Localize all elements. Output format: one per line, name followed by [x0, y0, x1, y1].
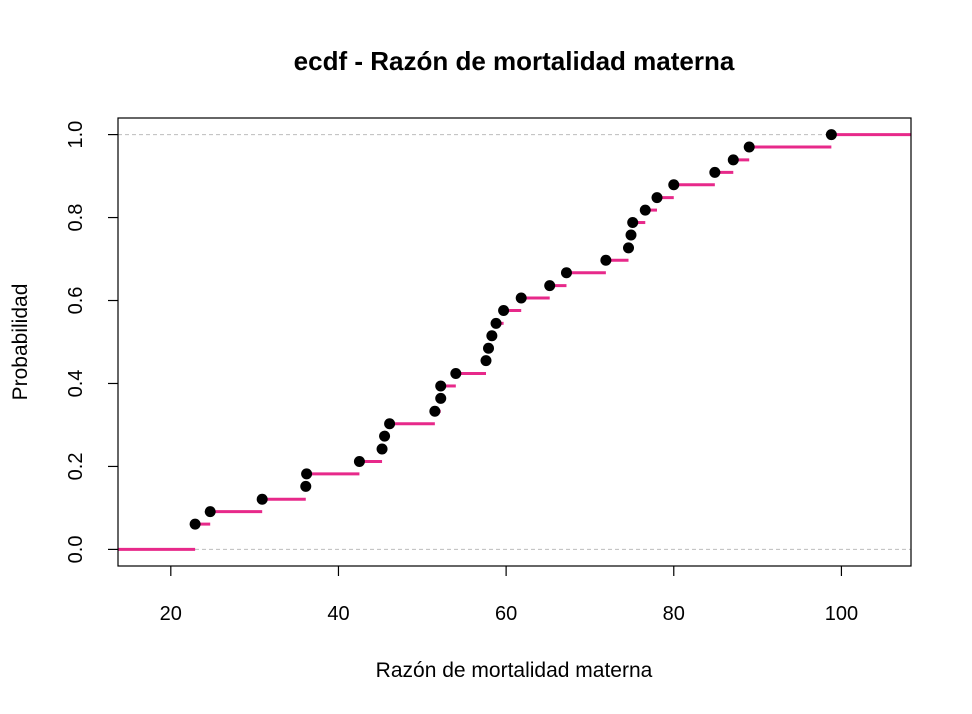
- ecdf-point: [483, 342, 495, 354]
- ecdf-point: [435, 380, 447, 392]
- ecdf-point: [544, 280, 556, 292]
- ecdf-point: [600, 254, 612, 266]
- ecdf-point: [709, 166, 721, 178]
- x-tick-label: 60: [495, 603, 517, 625]
- y-tick-label: 0.8: [65, 204, 87, 232]
- ecdf-point: [429, 405, 441, 417]
- ecdf-point: [189, 518, 201, 530]
- y-axis-label: Probabilidad: [9, 284, 32, 401]
- x-tick-label: 40: [327, 603, 349, 625]
- ecdf-point: [486, 330, 498, 342]
- ecdf-point: [515, 292, 527, 304]
- plot-frame: [117, 117, 912, 567]
- ecdf-point: [450, 368, 462, 380]
- ecdf-point: [353, 455, 365, 467]
- x-axis-label: Razón de mortalidad materna: [376, 659, 653, 682]
- ecdf-point: [560, 267, 572, 279]
- chart-title: ecdf - Razón de mortalidad materna: [294, 46, 735, 76]
- ecdf-point: [825, 129, 837, 141]
- ecdf-point: [498, 304, 510, 316]
- ecdf-point: [256, 493, 268, 505]
- ecdf-point: [490, 317, 502, 329]
- ecdf-point: [651, 192, 663, 204]
- ecdf-point: [727, 154, 739, 166]
- ecdf-point: [639, 204, 651, 216]
- reference-lines: [118, 134, 911, 550]
- ecdf-point: [623, 242, 635, 254]
- ecdf-point: [743, 141, 755, 153]
- y-tick-label: 0.4: [65, 370, 87, 398]
- ecdf-point: [480, 355, 492, 367]
- y-axis: 0.0 0.2 0.4 0.6 0.8 1.0: [65, 121, 118, 564]
- ecdf-point: [301, 468, 313, 480]
- ecdf-point: [627, 217, 639, 229]
- y-tick-label: 0.2: [65, 453, 87, 481]
- ecdf-point: [379, 430, 391, 442]
- x-axis: 20 40 60 80 100: [160, 566, 858, 625]
- ecdf-point: [668, 179, 680, 191]
- x-tick-label: 80: [663, 603, 685, 625]
- y-tick-label: 0.0: [65, 536, 87, 564]
- x-tick-label: 20: [160, 603, 182, 625]
- y-tick-label: 1.0: [65, 121, 87, 149]
- ecdf-point: [300, 480, 312, 492]
- ecdf-point: [204, 506, 216, 518]
- y-tick-label: 0.6: [65, 287, 87, 315]
- ecdf-point: [625, 229, 637, 241]
- ecdf-points: [189, 129, 837, 530]
- x-tick-label: 100: [825, 603, 858, 625]
- ecdf-point: [376, 443, 388, 455]
- ecdf-point: [384, 418, 396, 430]
- ecdf-steps: [118, 133, 911, 551]
- ecdf-point: [435, 392, 447, 404]
